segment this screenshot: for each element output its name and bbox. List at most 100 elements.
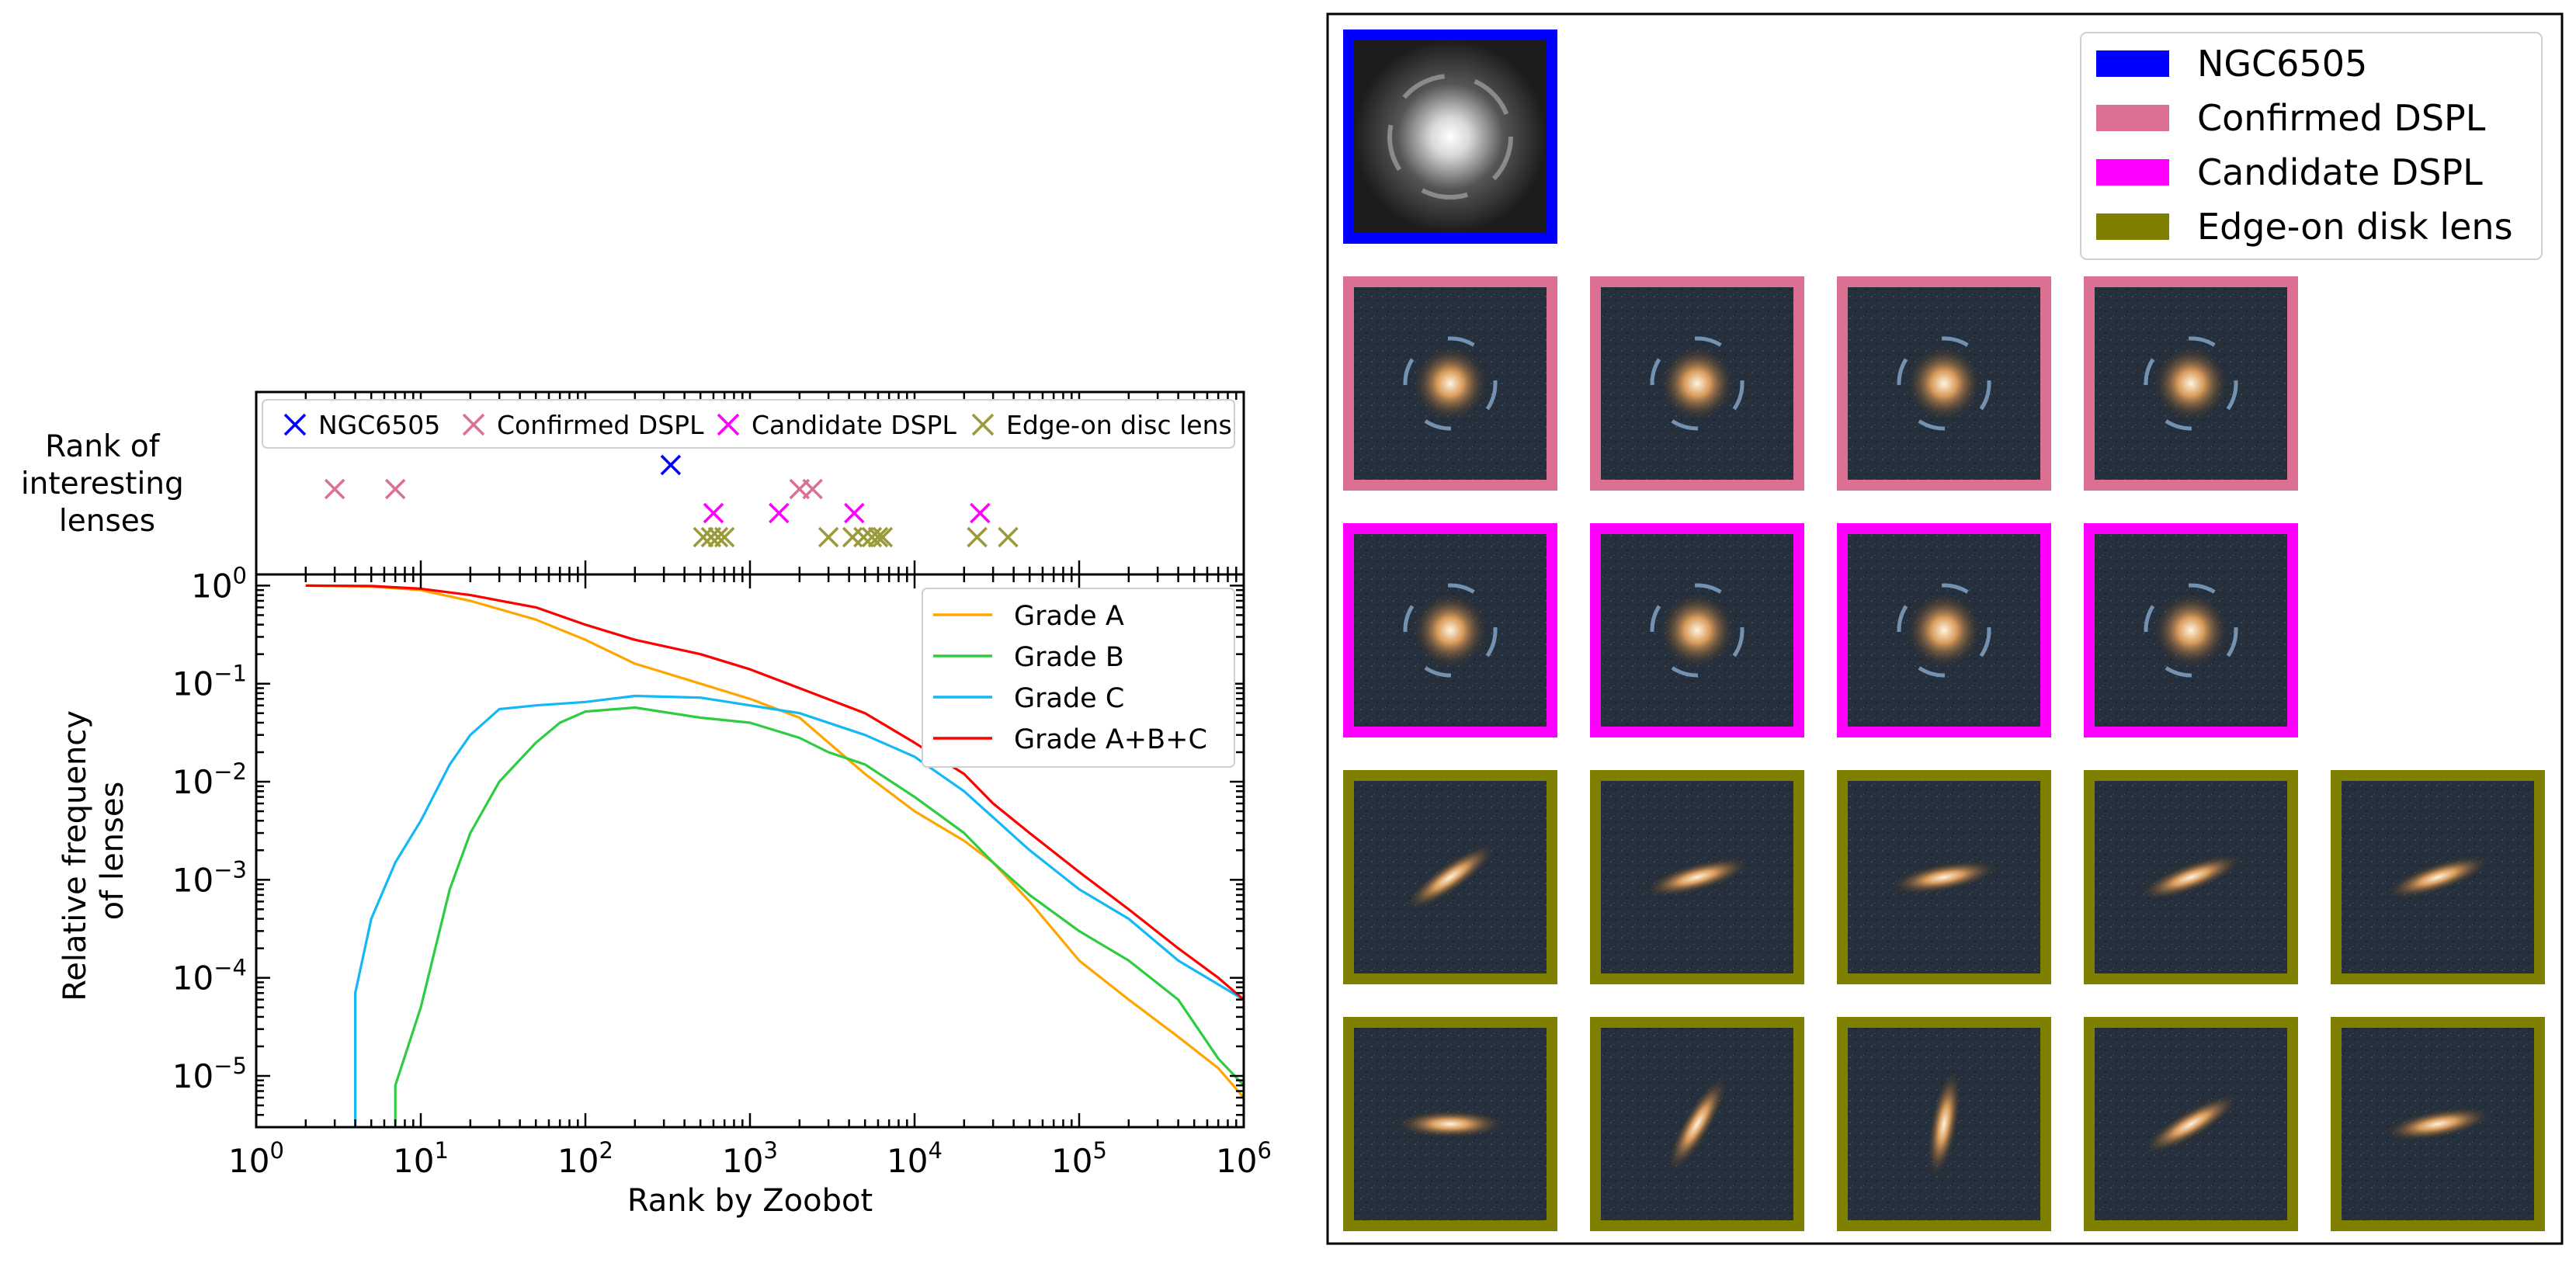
image-grid-legend-box xyxy=(2080,32,2543,260)
rank-legend-marker xyxy=(717,413,740,436)
lens-thumbnail xyxy=(1343,770,1557,984)
y-tick-label: 100 xyxy=(191,562,247,605)
rank-marker xyxy=(844,502,865,524)
y-tick-label: 10−1 xyxy=(172,661,247,703)
image-thumbnails xyxy=(1343,29,2545,1231)
x-axis-label: Rank by Zoobot xyxy=(627,1183,873,1219)
rank-legend-label: Confirmed DSPL xyxy=(497,410,704,440)
x-tick-labels: 100 101 102 103 104 105 106 xyxy=(228,1137,1272,1180)
legend-label: Grade A xyxy=(1014,601,1124,632)
rank-marker xyxy=(872,526,894,548)
rank-panel-ylabel: Rank of interesting lenses xyxy=(21,429,193,539)
lens-thumbnail xyxy=(2331,1017,2545,1231)
rank-marker xyxy=(867,526,889,548)
frequency-panel: 100 101 102 103 104 105 106 100 10−1 10−2 10−3 10−… xyxy=(57,562,1272,1219)
legend-label: Grade A+B+C xyxy=(1014,724,1207,755)
rank-ylabel-line-1: Rank of xyxy=(45,429,161,464)
y-tick-label: 10−5 xyxy=(172,1053,247,1095)
lens-thumbnail xyxy=(1590,770,1804,984)
lens-thumbnail xyxy=(2331,770,2545,984)
frequency-curves xyxy=(305,584,1244,1127)
lens-thumbnail xyxy=(2084,276,2298,491)
x-tick-label: 106 xyxy=(1216,1137,1272,1180)
rank-marker xyxy=(660,454,682,476)
rank-ylabel-line-2: interesting xyxy=(21,467,184,501)
rank-legend-box xyxy=(262,399,1235,449)
lens-thumbnail xyxy=(1837,1017,2051,1231)
y-tick-labels: 100 10−1 10−2 10−3 10−4 10−5 xyxy=(172,562,247,1095)
rank-marker xyxy=(693,526,714,548)
x-tick-label: 101 xyxy=(393,1137,449,1180)
lens-thumbnail xyxy=(1590,1017,1804,1231)
rank-legend-label: NGC6505 xyxy=(318,410,440,440)
frequency-legend-items: Grade A Grade B Grade C Grade A+B+C xyxy=(933,601,1207,755)
rank-legend-label: Candidate DSPL xyxy=(752,410,956,440)
grid-legend-swatch xyxy=(2096,213,2169,240)
x-tick-label: 104 xyxy=(887,1137,943,1180)
grid-legend-label: Candidate DSPL xyxy=(2197,151,2483,193)
lens-thumbnail xyxy=(1590,276,1804,491)
y-tick-label: 10−2 xyxy=(172,758,247,801)
grid-legend-swatch xyxy=(2096,159,2169,186)
rank-marker xyxy=(998,526,1019,548)
grid-legend-label: Confirmed DSPL xyxy=(2197,97,2486,139)
image-grid-panel: NGC6505 Confirmed DSPL Candidate DSPL Edge-… xyxy=(1326,12,2564,1245)
frequency-panel-ticks xyxy=(255,574,1245,1129)
lens-thumbnail xyxy=(2084,523,2298,737)
rank-legend-items: NGC6505 Confirmed DSPL Candidate DSPL Edge-… xyxy=(283,410,1232,440)
rank-legend-marker xyxy=(283,413,307,436)
y-axis-label-line-2: of lenses xyxy=(95,782,130,921)
lens-thumbnail xyxy=(1343,29,1557,244)
lens-thumbnail xyxy=(1343,523,1557,737)
rank-ylabel-line-3: lenses xyxy=(59,504,155,539)
series-line xyxy=(354,694,1244,1127)
frequency-legend: Grade A Grade B Grade C Grade A+B+C xyxy=(922,588,1235,768)
grid-legend-label: NGC6505 xyxy=(2197,43,2367,85)
rank-marker xyxy=(853,526,874,548)
rank-marker xyxy=(802,478,823,500)
rank-marker xyxy=(707,526,729,548)
rank-panel: Rank of interesting lenses NGC6505 Confir… xyxy=(21,390,1245,576)
series-line xyxy=(305,584,1244,1001)
rank-marker xyxy=(842,526,863,548)
x-tick-label: 105 xyxy=(1051,1137,1107,1180)
lens-thumbnail xyxy=(1837,523,2051,737)
y-axis-label-line-1: Relative frequency xyxy=(57,710,93,1001)
grid-legend-swatch xyxy=(2096,105,2169,131)
lens-thumbnail xyxy=(2084,1017,2298,1231)
image-grid-legend: NGC6505 Confirmed DSPL Candidate DSPL Edge-… xyxy=(2080,32,2543,260)
grid-legend-swatch xyxy=(2096,50,2169,77)
grid-legend-label: Edge-on disk lens xyxy=(2197,206,2513,248)
lens-thumbnail xyxy=(1343,276,1557,491)
lens-thumbnail xyxy=(1837,770,2051,984)
rank-marker xyxy=(324,478,345,500)
lens-thumbnail xyxy=(1343,1017,1557,1231)
rank-panel-markers xyxy=(324,454,1019,548)
rank-legend-label: Edge-on disc lens xyxy=(1006,410,1232,440)
rank-marker xyxy=(970,502,991,524)
frequency-legend-box xyxy=(922,588,1235,768)
rank-legend-marker xyxy=(462,413,485,436)
rank-marker xyxy=(713,526,735,548)
legend-label: Grade B xyxy=(1014,642,1124,673)
lens-thumbnail xyxy=(2084,770,2298,984)
rank-legend-marker xyxy=(971,413,995,436)
x-tick-label: 102 xyxy=(557,1137,613,1180)
rank-marker xyxy=(703,502,724,524)
lens-thumbnail xyxy=(1837,276,2051,491)
image-grid-legend-items: NGC6505 Confirmed DSPL Candidate DSPL Edge-… xyxy=(2096,43,2513,248)
y-axis-label: Relative frequency of lenses xyxy=(57,700,130,1001)
x-tick-label: 100 xyxy=(228,1137,284,1180)
series-line xyxy=(394,706,1244,1127)
y-tick-label: 10−4 xyxy=(172,955,247,998)
rank-marker xyxy=(384,478,406,500)
rank-marker xyxy=(818,526,839,548)
rank-marker xyxy=(967,526,988,548)
x-tick-label: 103 xyxy=(722,1137,778,1180)
legend-label: Grade C xyxy=(1014,683,1124,714)
rank-marker xyxy=(769,502,790,524)
rank-legend: NGC6505 Confirmed DSPL Candidate DSPL Edge-… xyxy=(262,399,1235,449)
y-tick-label: 10−3 xyxy=(172,856,247,899)
lens-thumbnail xyxy=(1590,523,1804,737)
